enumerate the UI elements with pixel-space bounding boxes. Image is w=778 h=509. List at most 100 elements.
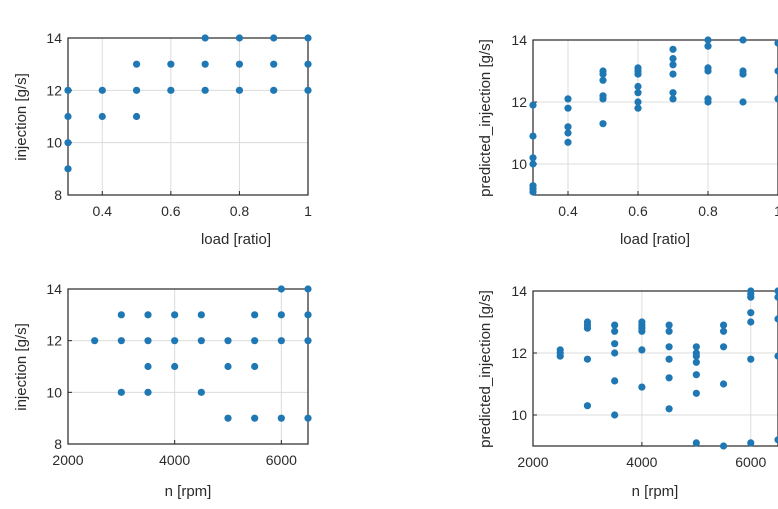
data-point xyxy=(774,67,778,75)
data-point xyxy=(144,388,152,396)
data-point xyxy=(197,388,205,396)
y-axis-label: injection [g/s] xyxy=(13,73,30,161)
x-tick-label: 0.8 xyxy=(230,203,250,219)
data-point xyxy=(669,89,677,97)
data-point xyxy=(201,60,209,68)
data-point xyxy=(638,383,646,391)
x-tick-label: 4000 xyxy=(159,452,190,468)
y-tick-label: 8 xyxy=(54,187,62,203)
data-point xyxy=(739,98,747,106)
data-point xyxy=(224,362,232,371)
data-point xyxy=(529,160,537,168)
data-point xyxy=(634,98,642,106)
data-point xyxy=(144,337,152,345)
data-point xyxy=(91,337,99,345)
data-point xyxy=(117,311,125,319)
scatter-panel-4: 2000 4000 6000 10 12 14 n [rpm] predicted_injec… xyxy=(477,283,778,500)
data-point xyxy=(251,337,259,345)
scatter-panel-2: 0.4 0.6 0.8 1 10 12 14 load [ratio] predicted_in… xyxy=(477,32,778,248)
data-point xyxy=(64,112,72,121)
axes-box xyxy=(67,288,309,445)
data-point xyxy=(270,86,278,94)
data-point xyxy=(747,355,755,363)
x-axis-label: n [rpm] xyxy=(165,483,212,500)
data-point xyxy=(98,112,106,121)
data-point xyxy=(774,287,778,295)
y-tick-label: 14 xyxy=(511,32,527,48)
x-tick-label: 0.6 xyxy=(628,203,648,219)
data-point xyxy=(167,60,175,68)
data-point xyxy=(132,86,141,94)
y-tick-label: 10 xyxy=(511,407,527,423)
data-point xyxy=(277,337,285,345)
y-tick-label: 14 xyxy=(46,281,62,297)
data-point xyxy=(692,343,700,351)
data-point xyxy=(564,95,572,103)
x-tick-label: 1 xyxy=(774,203,778,219)
data-point xyxy=(583,318,592,326)
data-point xyxy=(611,349,619,357)
data-point xyxy=(774,39,778,47)
y-tick-label: 10 xyxy=(46,384,62,400)
data-point xyxy=(669,61,677,69)
y-tick-label: 10 xyxy=(46,135,62,151)
data-point xyxy=(304,285,312,293)
data-point xyxy=(747,439,755,447)
data-point xyxy=(692,389,700,397)
data-point xyxy=(774,315,778,323)
data-point xyxy=(634,64,642,72)
data-point xyxy=(747,309,755,317)
data-point xyxy=(251,362,259,371)
data-point xyxy=(739,67,747,75)
data-point xyxy=(665,405,673,413)
data-point xyxy=(583,402,592,410)
data-point xyxy=(132,60,141,68)
x-tick-label: 6000 xyxy=(266,452,297,468)
axes-box xyxy=(532,290,778,447)
data-point xyxy=(235,60,244,68)
data-point xyxy=(719,442,728,450)
x-tick-label: 4000 xyxy=(626,454,657,470)
data-point xyxy=(747,318,755,326)
data-point xyxy=(117,337,125,345)
data-point xyxy=(144,311,152,319)
data-point xyxy=(599,120,607,128)
axes-box xyxy=(532,39,778,196)
x-tick-label: 1 xyxy=(304,203,312,219)
data-point xyxy=(719,327,728,335)
data-point xyxy=(277,414,285,422)
x-tick-label: 0.8 xyxy=(698,203,718,219)
data-point xyxy=(665,343,673,351)
data-point xyxy=(132,112,141,121)
data-point xyxy=(251,414,259,422)
data-point xyxy=(201,86,209,94)
data-point xyxy=(692,358,700,366)
data-point xyxy=(197,337,205,345)
data-point xyxy=(564,123,572,131)
data-point xyxy=(171,337,179,345)
data-point xyxy=(669,55,677,63)
x-tick-label: 2000 xyxy=(52,452,83,468)
y-tick-label: 14 xyxy=(511,283,527,299)
data-point xyxy=(634,104,642,112)
data-point xyxy=(304,34,312,42)
data-point xyxy=(64,139,72,147)
data-point xyxy=(739,36,747,44)
data-point xyxy=(611,411,619,419)
y-tick-label: 12 xyxy=(46,333,62,349)
data-point xyxy=(270,34,278,42)
data-point xyxy=(235,86,244,94)
data-point xyxy=(564,129,572,137)
data-point xyxy=(634,82,642,91)
y-tick-label: 12 xyxy=(46,82,62,98)
data-point xyxy=(64,165,72,173)
data-point xyxy=(144,362,152,371)
y-tick-label: 12 xyxy=(511,94,527,110)
data-point xyxy=(665,321,673,329)
data-point xyxy=(599,67,607,75)
x-tick-label: 0.6 xyxy=(161,203,181,219)
data-point xyxy=(747,287,755,295)
x-tick-label: 0.4 xyxy=(558,203,578,219)
